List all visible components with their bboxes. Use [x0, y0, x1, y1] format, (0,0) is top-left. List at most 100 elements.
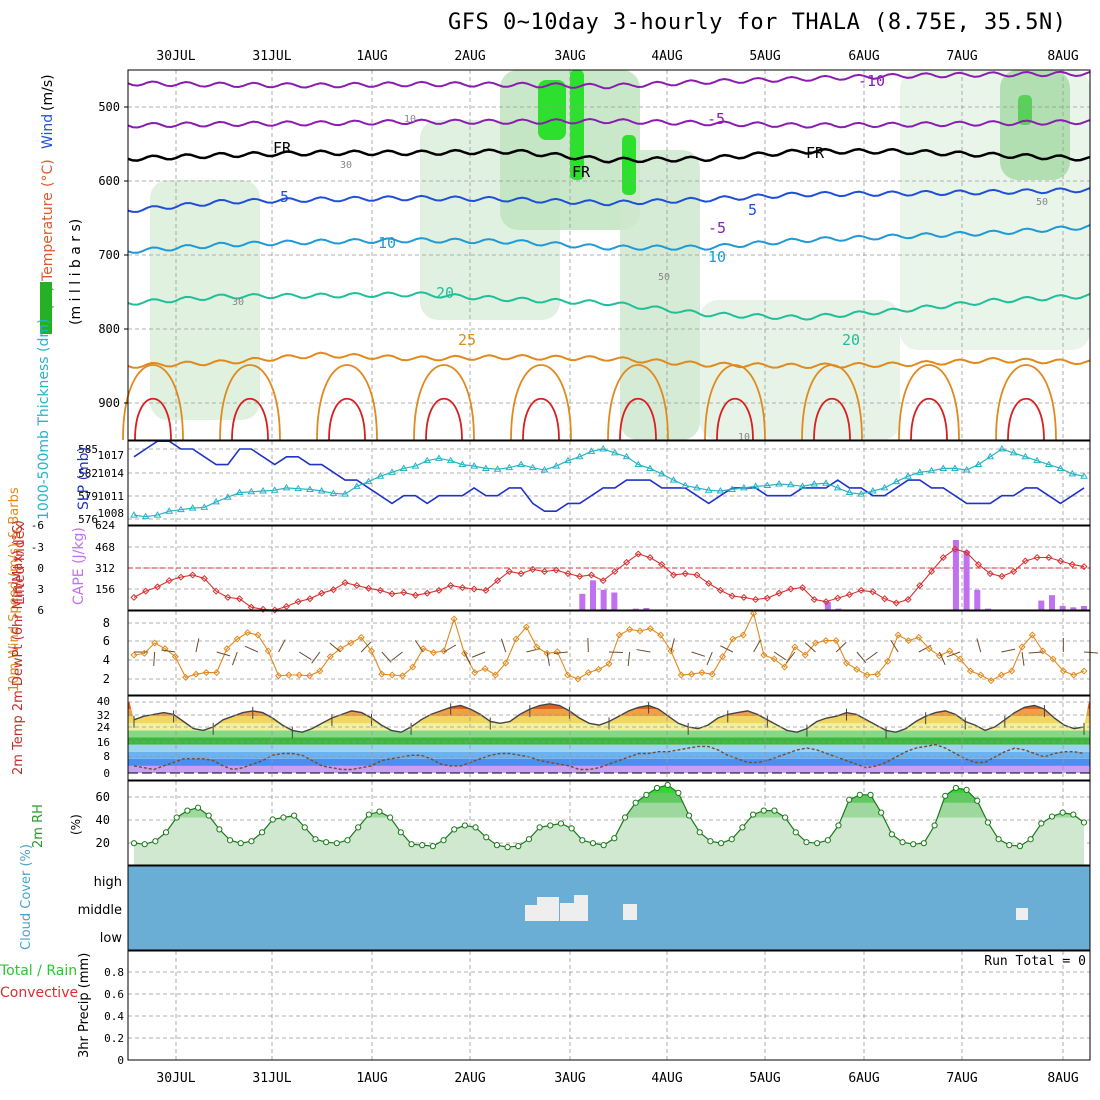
wind-speed-marker	[636, 627, 644, 635]
wind-speed-marker	[584, 669, 592, 677]
wind-speed-marker	[295, 671, 303, 679]
wind-speed-marker	[202, 669, 210, 677]
thickness-tick-label: 579	[78, 490, 98, 503]
rh-marker	[984, 819, 992, 826]
rh-marker	[525, 836, 533, 843]
rh-marker	[547, 822, 554, 829]
wind-speed-marker	[1008, 667, 1016, 675]
wind-speed-marker	[719, 653, 727, 661]
lifted-index-marker	[658, 560, 666, 569]
rh-marker	[1027, 836, 1034, 843]
isotherm-arc	[231, 398, 269, 441]
rh-marker	[867, 791, 874, 798]
thickness-marker	[317, 487, 326, 494]
date-label-top: 3AUG	[554, 49, 585, 64]
temp-panel-frame	[127, 695, 1091, 781]
rh-tick-label: 40	[96, 813, 110, 827]
rh-shade-5	[700, 300, 900, 440]
temp-color-band	[128, 751, 1090, 759]
lifted-index-marker	[822, 598, 830, 606]
thickness-tick-label: 576	[78, 513, 98, 526]
temp-color-band	[128, 765, 1090, 773]
contour-label: 30	[340, 160, 352, 171]
lifted-tick-label: -3	[31, 541, 44, 554]
lifted-index-marker	[810, 595, 818, 604]
rh-marker	[280, 814, 287, 821]
lifted-tick-label: 0	[37, 562, 44, 575]
wind-speed-marker	[853, 665, 861, 673]
rh-marker	[685, 812, 693, 819]
cape-bar	[611, 592, 618, 610]
wind-barb	[329, 642, 341, 653]
thickness-marker	[646, 464, 654, 471]
thickness-marker	[822, 479, 830, 486]
wind-barb	[627, 651, 631, 666]
rh-marker	[1006, 842, 1013, 849]
cape-bar	[963, 550, 970, 610]
wind-speed-marker	[904, 637, 912, 645]
wind-speed-marker	[244, 629, 252, 637]
rh-marker	[963, 786, 970, 794]
thickness-axis-label: 1000-500mb Thickness (dm)	[36, 319, 52, 520]
date-label-bottom: 6AUG	[848, 1071, 879, 1086]
date-label-top: 30JUL	[156, 49, 195, 64]
lifted-index-marker	[435, 586, 443, 594]
lifted-index-marker	[411, 591, 420, 599]
rh-marker	[750, 811, 757, 818]
date-label-bottom: 1AUG	[356, 1071, 387, 1086]
isotherm--5	[127, 117, 1091, 129]
thickness-marker	[177, 505, 185, 513]
wind-speed-marker	[667, 647, 675, 655]
wind-barb	[391, 651, 403, 662]
wind-barb	[414, 640, 424, 653]
thickness-marker	[798, 482, 807, 489]
thickness-marker	[998, 445, 1006, 452]
cloud-patch-middle	[623, 904, 637, 920]
lifted-index-marker	[834, 594, 842, 602]
cloud-panel-frame	[127, 865, 1091, 951]
lifted-index-marker	[728, 592, 736, 600]
isotherm-arc	[219, 364, 281, 441]
thickness-marker	[810, 480, 819, 487]
wind-speed-marker	[863, 671, 871, 679]
cape-tick-label: 624	[95, 519, 115, 532]
isotherm-arc	[813, 398, 851, 441]
temp-tick-label: 8	[103, 750, 110, 763]
lifted-index-marker	[798, 584, 807, 592]
contour-label: 10	[378, 234, 396, 252]
date-label-bottom: 5AUG	[749, 1071, 780, 1086]
cape-bar	[835, 608, 842, 610]
thickness-marker	[341, 490, 349, 497]
wind-speed-marker	[522, 623, 530, 631]
lifted-index-marker	[200, 574, 208, 583]
lifted-index-marker	[892, 599, 900, 607]
wind-speed-marker	[471, 669, 479, 677]
wind-speed-marker	[1080, 667, 1088, 675]
temp-tick-label: 16	[97, 736, 110, 749]
wind-speed-marker	[347, 639, 355, 647]
thickness-marker	[306, 485, 314, 492]
rh-marker	[920, 840, 927, 847]
lifted-index-line	[133, 548, 1085, 611]
thickness-marker	[974, 460, 983, 468]
wind-barb	[546, 651, 550, 666]
thickness-marker	[141, 512, 150, 520]
wind-speed-marker	[285, 671, 293, 679]
rh-shade-4	[620, 150, 700, 440]
rh-marker	[1080, 819, 1088, 826]
rh-marker	[974, 797, 981, 804]
wind-speed-marker	[977, 671, 985, 679]
cloud-patch-middle	[1016, 908, 1028, 920]
thickness-marker	[423, 456, 432, 464]
wind-speed-marker	[822, 637, 830, 645]
run-total-label: Run Total = 0	[984, 954, 1086, 969]
wind-speed-marker	[264, 647, 272, 655]
thickness-marker	[247, 487, 256, 495]
wind-speed-marker	[275, 672, 283, 680]
lifted-index-marker	[693, 571, 701, 579]
thickness-marker	[869, 487, 877, 494]
contour-label: -5	[708, 219, 726, 237]
lifted-index-marker	[986, 570, 994, 578]
rh-marker	[814, 840, 821, 847]
